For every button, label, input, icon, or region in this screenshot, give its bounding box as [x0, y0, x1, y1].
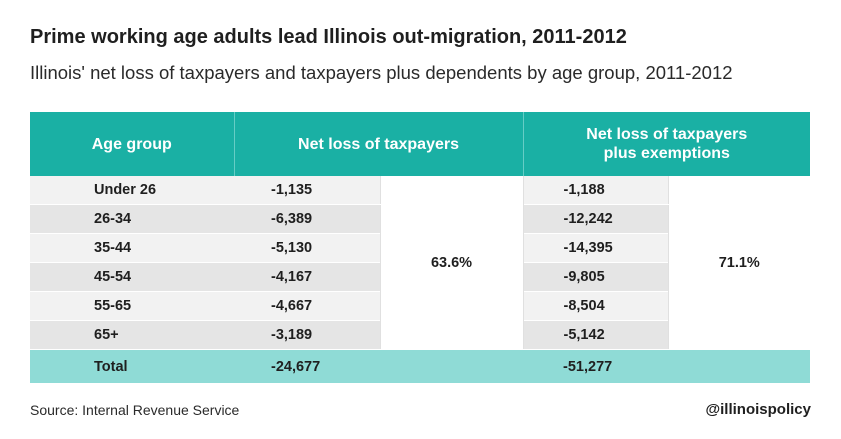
total-exemptions: -51,277	[523, 349, 669, 383]
header-net-loss-taxpayers: Net loss of taxpayers	[233, 112, 524, 176]
total-taxpayers: -24,677	[234, 349, 380, 383]
header-age-group: Age group	[30, 112, 234, 176]
header-row: Age group Net loss of taxpayers Net loss…	[30, 112, 811, 176]
total-share-exemptions-empty	[668, 349, 811, 383]
table-row: 26-34 -6,389 -12,242	[30, 204, 810, 234]
social-handle: @illinoispolicy	[705, 401, 811, 418]
total-share-taxpayers-empty	[380, 349, 524, 383]
taxpayers-cell: -5,130	[234, 233, 380, 263]
exemptions-cell: -8,504	[523, 291, 669, 321]
exemptions-cell: -12,242	[523, 204, 669, 234]
exemptions-cell: -1,188	[523, 176, 669, 205]
header-net-loss-exemptions: Net loss of taxpayers plus exemptions	[522, 112, 811, 176]
age-cell: 65+	[30, 320, 234, 350]
age-cell: 26-34	[30, 204, 234, 234]
total-row: Total -24,677 -51,277	[30, 349, 811, 383]
share-exemptions-value: 71.1%	[667, 176, 811, 350]
chart-title: Prime working age adults lead Illinois o…	[30, 26, 627, 48]
taxpayers-cell: -1,135	[234, 176, 380, 205]
header-net-loss-exemptions-label: Net loss of taxpayers plus exemptions	[586, 126, 748, 162]
age-cell: 55-65	[30, 291, 234, 321]
share-taxpayers-value: 63.6%	[379, 176, 524, 350]
total-label: Total	[30, 349, 234, 383]
chart-subtitle: Illinois' net loss of taxpayers and taxp…	[30, 62, 733, 83]
taxpayers-cell: -4,167	[234, 262, 380, 292]
table-row: Under 26 -1,135 63.6% -1,188 71.1%	[30, 176, 811, 350]
table-row: 35-44 -5,130 -14,395	[30, 233, 810, 263]
taxpayers-cell: -6,389	[234, 204, 380, 234]
data-table: Age group Net loss of taxpayers Net loss…	[30, 112, 811, 383]
exemptions-cell: -5,142	[523, 320, 669, 350]
age-cell: Under 26	[30, 176, 234, 205]
taxpayers-cell: -4,667	[234, 291, 380, 321]
source-note: Source: Internal Revenue Service	[30, 402, 240, 418]
age-cell: 35-44	[30, 233, 234, 263]
table-row: 45-54 -4,167 -9,805	[30, 262, 810, 292]
exemptions-cell: -14,395	[523, 233, 669, 263]
table-row: 55-65 -4,667 -8,504	[30, 291, 810, 321]
age-cell: 45-54	[30, 262, 234, 292]
taxpayers-cell: -3,189	[234, 320, 380, 350]
table-row: 65+ -3,189 -5,142	[30, 320, 810, 350]
exemptions-cell: -9,805	[523, 262, 669, 292]
